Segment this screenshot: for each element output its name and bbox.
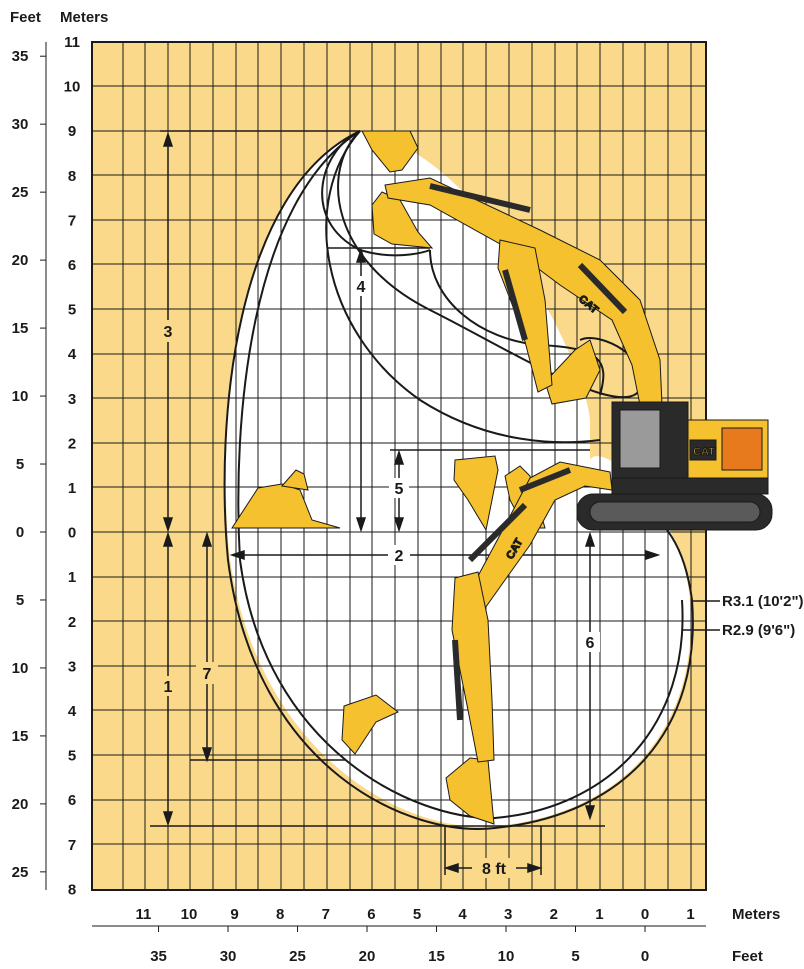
bottom-meter-tick-label: 5 [413, 906, 421, 923]
left-feet-tick-label: 30 [12, 116, 29, 133]
bucket-ground-left2-icon [281, 469, 309, 491]
left-meter-tick-label: 2 [68, 435, 76, 452]
bucket-upper-curl-icon [371, 191, 434, 249]
bottom-meter-tick-label: 3 [504, 906, 512, 923]
left-meter-tick-label: 7 [68, 837, 76, 854]
left-meter-tick-label: 3 [68, 391, 76, 408]
left-meter-tick-label: 11 [64, 34, 80, 51]
dimension-labels: 3 1 7 4 5 2 6 8 ft [158, 276, 600, 878]
bottom-meter-tick-label: 1 [595, 906, 603, 923]
bottom-feet-label: Feet [732, 948, 763, 965]
dimension-lines [150, 130, 720, 875]
excavator-lower-pose: CAT [451, 461, 613, 763]
callout-r29: R2.9 (9'6") [722, 622, 795, 639]
bottom-meter-tick-label: 10 [181, 906, 198, 923]
dim-label-7: 7 [203, 666, 212, 683]
bottom-meter-tick-label: 0 [641, 906, 649, 923]
left-meter-tick-label: 5 [68, 302, 76, 319]
meters-header: Meters [60, 9, 108, 26]
left-meter-tick-label: 5 [68, 748, 76, 765]
bucket-deep-icon [445, 757, 495, 825]
bottom-feet-tick-label: 0 [641, 948, 649, 965]
left-meter-tick-label: 6 [68, 257, 76, 274]
dim-label-1: 1 [164, 679, 173, 696]
upper-frame [611, 477, 769, 495]
dim-label-3: 3 [164, 324, 173, 341]
engine-grille [721, 427, 763, 471]
bottom-meter-tick-label: 4 [458, 906, 467, 923]
track-inner [589, 501, 761, 523]
bottom-feet-tick-label: 20 [359, 948, 376, 965]
left-feet-tick-label: 5 [16, 592, 24, 609]
bottom-meter-tick-label: 11 [135, 906, 151, 923]
bottom-meter-tick-label: 6 [367, 906, 375, 923]
left-feet-ticks: 35 30 25 20 15 10 5 0 5 10 15 20 25 [12, 48, 46, 881]
cab-window [619, 409, 661, 469]
dim-label-2: 2 [395, 548, 404, 565]
left-feet-tick-label: 15 [12, 320, 29, 337]
bottom-meter-ticks: 11 10 9 8 7 6 5 4 3 2 1 0 1 [135, 906, 694, 923]
left-feet-tick-label: 0 [16, 524, 24, 541]
left-meter-tick-label: 1 [68, 569, 76, 586]
left-feet-tick-label: 25 [12, 864, 29, 881]
dim-label-8ft: 8 ft [482, 861, 507, 878]
left-feet-tick-label: 20 [12, 796, 29, 813]
left-meter-tick-label: 7 [68, 212, 76, 229]
left-feet-tick-label: 10 [12, 660, 29, 677]
feet-header: Feet [10, 9, 41, 26]
cab-logo-icon: CAT [693, 446, 715, 458]
left-meter-tick-label: 3 [68, 658, 76, 675]
dim-label-6: 6 [586, 635, 595, 652]
bucket-stick-curl-icon [544, 339, 601, 405]
callout-r31: R3.1 (10'2") [722, 593, 804, 610]
bottom-feet-tick-label: 25 [289, 948, 306, 965]
left-meter-tick-label: 8 [68, 881, 76, 898]
dim-label-4: 4 [357, 279, 366, 296]
left-feet-tick-label: 5 [16, 456, 24, 473]
bottom-meter-tick-label: 7 [322, 906, 330, 923]
cab-logo-plate [689, 439, 717, 461]
bucket-mid-icon [453, 455, 499, 532]
stick-arc-small [321, 130, 431, 257]
bottom-feet-ticks: 35 30 25 20 15 10 5 0 [150, 926, 649, 965]
bottom-meter-tick-label: 2 [550, 906, 558, 923]
bottom-meter-tick-label: 9 [230, 906, 238, 923]
left-meter-tick-label: 4 [68, 346, 77, 363]
left-feet-tick-label: 20 [12, 252, 29, 269]
left-meter-tick-label: 4 [68, 703, 77, 720]
left-meter-tick-label: 9 [68, 123, 76, 140]
left-meter-tick-label: 6 [68, 792, 76, 809]
left-feet-tick-label: 25 [12, 184, 29, 201]
bottom-meter-tick-label: 8 [276, 906, 284, 923]
bucket-ground-left-icon [231, 483, 341, 529]
bottom-feet-tick-label: 5 [571, 948, 579, 965]
left-feet-tick-label: 35 [12, 48, 29, 65]
bottom-feet-tick-label: 30 [220, 948, 237, 965]
excavator-upper-pose: CAT [384, 177, 663, 406]
left-meter-tick-label: 2 [68, 614, 76, 631]
bottom-feet-tick-label: 10 [498, 948, 515, 965]
bottom-meter-tick-label: 1 [686, 906, 694, 923]
left-meter-tick-label: 10 [64, 79, 81, 96]
bucket-positions [231, 130, 601, 825]
bottom-meters-label: Meters [732, 906, 780, 923]
left-feet-tick-label: 10 [12, 388, 29, 405]
bucket-deep-left-icon [341, 694, 399, 755]
excavator-body: CAT [576, 401, 773, 531]
bottom-feet-tick-label: 15 [428, 948, 445, 965]
stick-arc-large [325, 130, 601, 444]
bucket-top-icon [361, 130, 419, 173]
dim-label-5: 5 [395, 481, 404, 498]
stick-upper [497, 239, 553, 393]
left-meter-tick-label: 1 [68, 480, 76, 497]
left-meter-tick-label: 8 [68, 168, 76, 185]
left-meter-tick-label: 0 [68, 525, 76, 542]
left-feet-tick-label: 15 [12, 728, 29, 745]
inner-envelope-curve [237, 130, 684, 820]
bottom-feet-tick-label: 35 [150, 948, 167, 965]
